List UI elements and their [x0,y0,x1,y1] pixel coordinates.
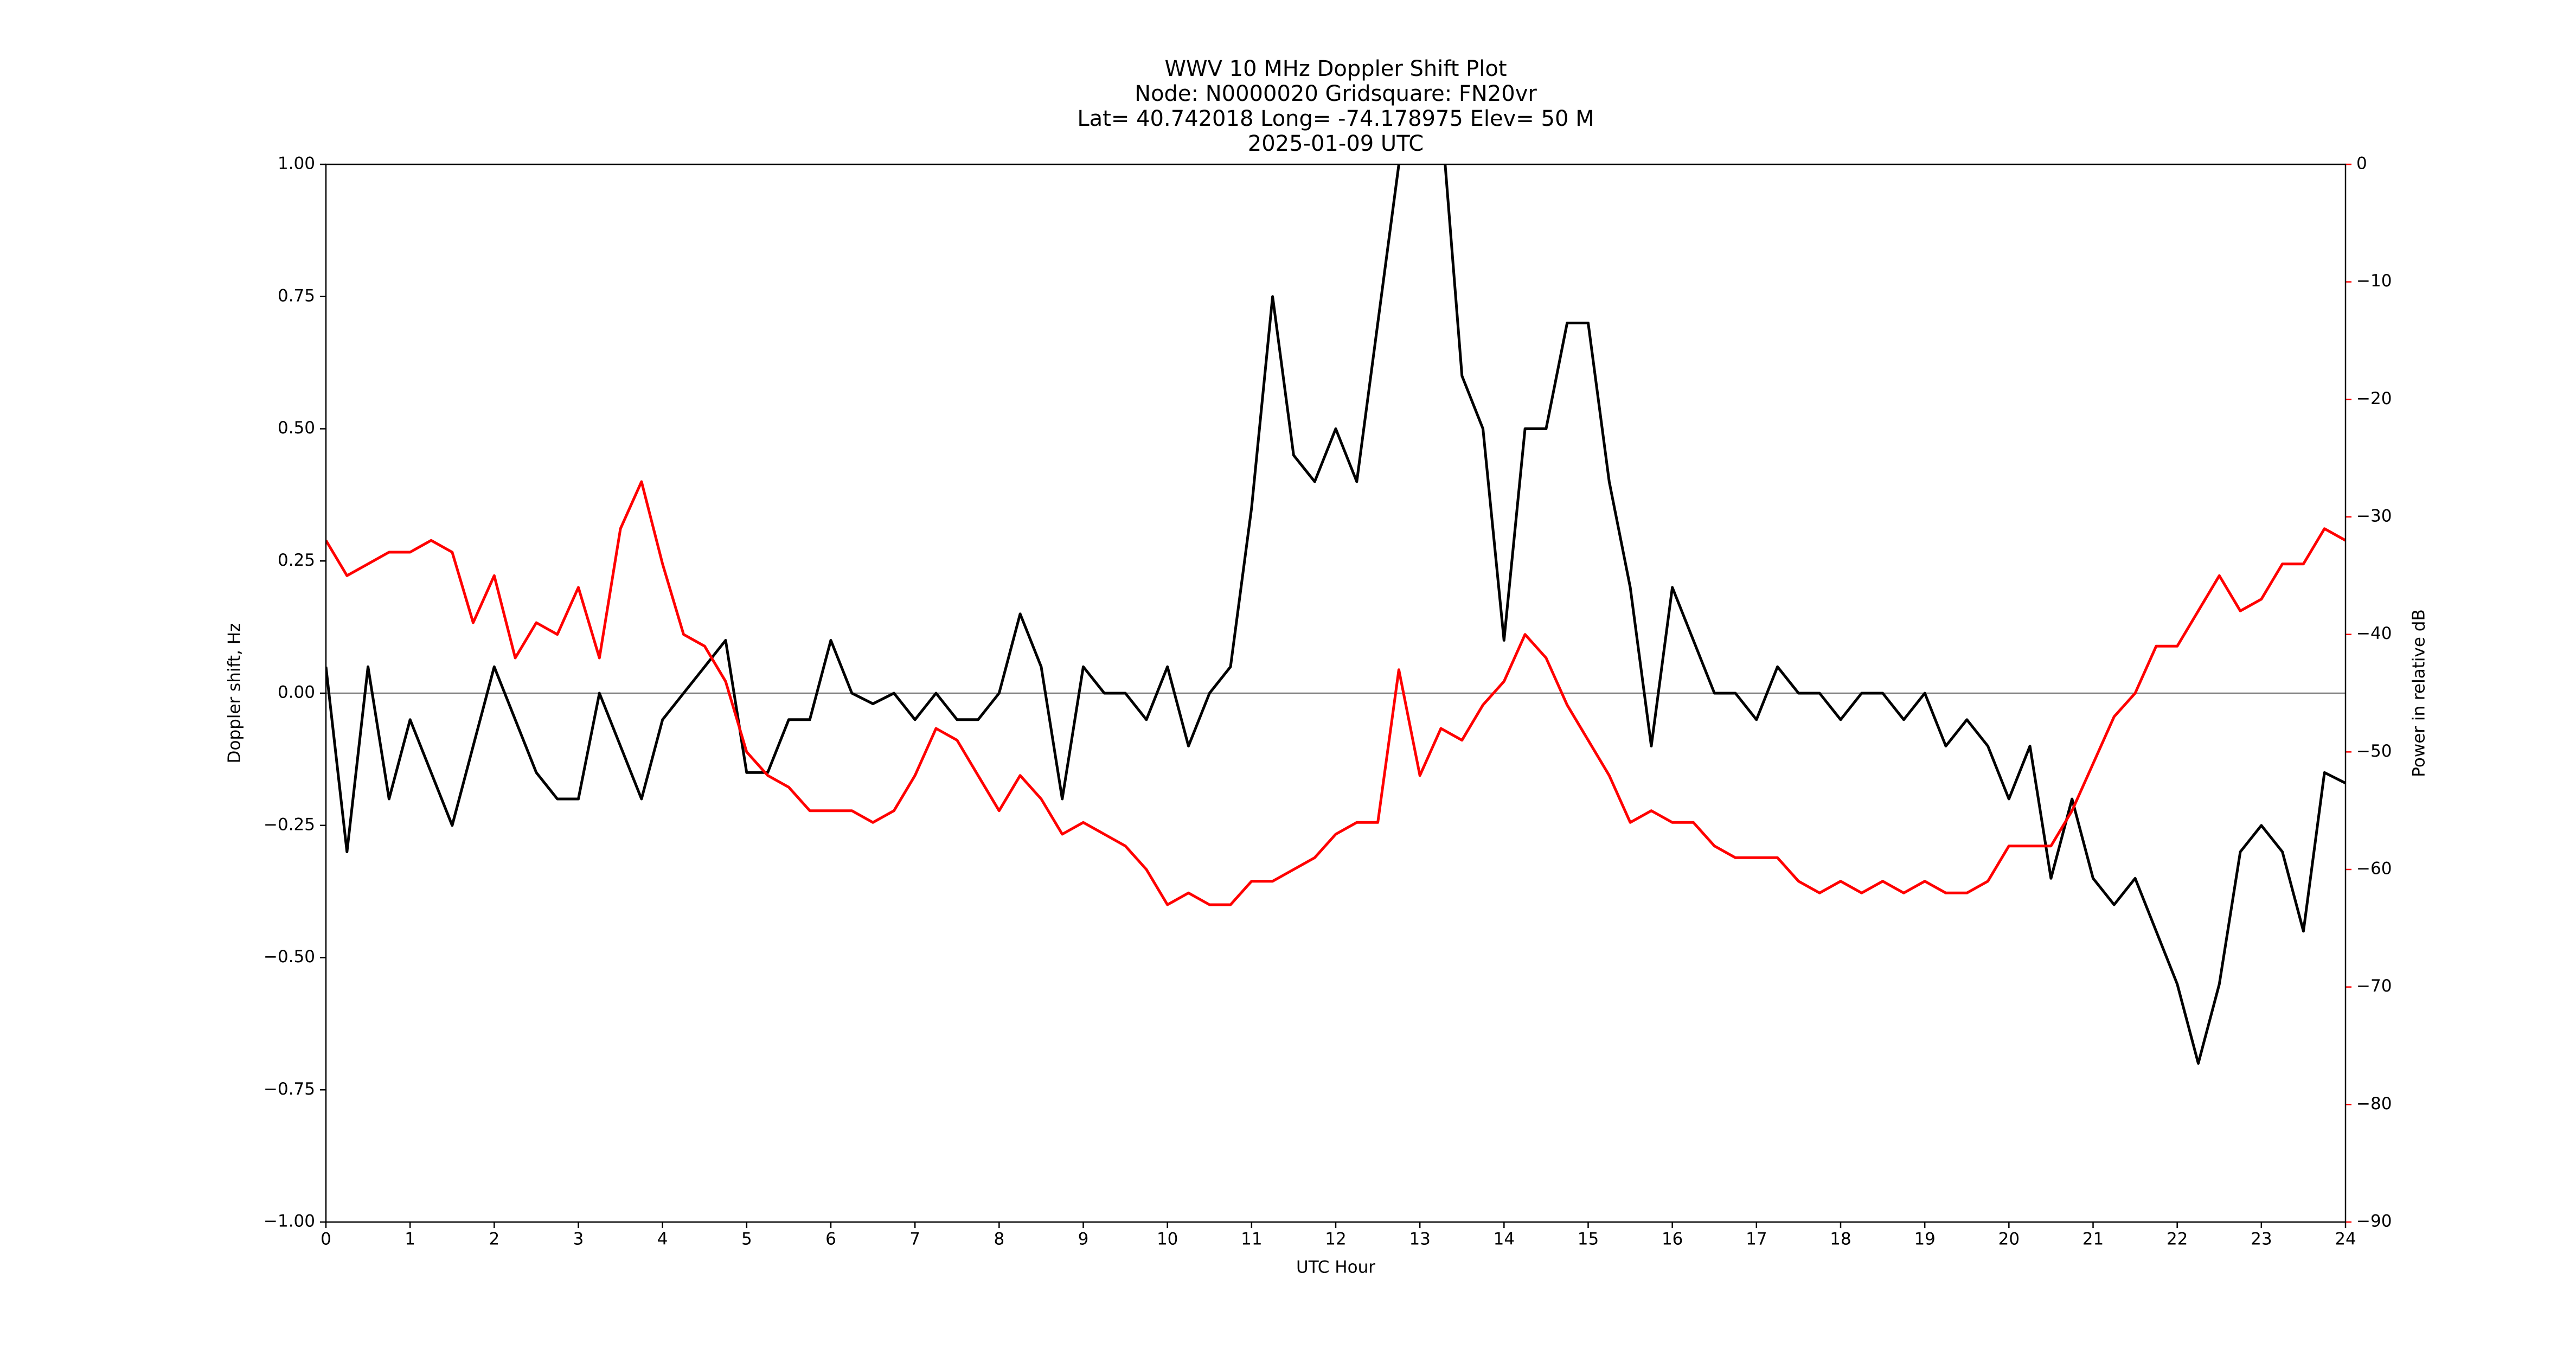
x-tick-label: 19 [1914,1230,1935,1249]
y2-tick-label: −50 [2356,741,2392,761]
y2-tick-label: −40 [2356,624,2392,643]
x-tick-label: 2 [489,1230,499,1249]
y2-tick-label: −10 [2356,271,2392,291]
x-tick-label: 10 [1157,1230,1178,1249]
x-tick-label: 20 [1998,1230,2020,1249]
y-tick-label: 0.75 [278,286,315,305]
x-tick-label: 18 [1830,1230,1851,1249]
y2-tick-label: 0 [2356,154,2367,174]
x-tick-label: 15 [1578,1230,1599,1249]
y-tick-label: 0.50 [278,418,315,438]
x-tick-label: 5 [741,1230,752,1249]
plot-area [326,112,2346,1064]
x-tick-label: 3 [573,1230,584,1249]
x-tick-label: 22 [2167,1230,2188,1249]
x-tick-label: 21 [2082,1230,2104,1249]
x-tick-label: 8 [994,1230,1004,1249]
x-tick-label: 16 [1662,1230,1683,1249]
y-tick-label: 1.00 [278,154,315,174]
y2-axis-label: Power in relative dB [2410,609,2429,777]
x-tick-label: 0 [321,1230,331,1249]
x-tick-label: 9 [1078,1230,1089,1249]
x-tick-label: 23 [2251,1230,2272,1249]
data-line [326,112,2346,1064]
x-tick-label: 12 [1325,1230,1346,1249]
y-tick-label: 0.00 [278,683,315,702]
x-tick-label: 7 [909,1230,920,1249]
chart-subtitle: Lat= 40.742018 Long= -74.178975 Elev= 50… [1077,106,1594,131]
y-axis-label: Doppler shift, Hz [225,623,245,764]
y-tick-label: −1.00 [264,1212,315,1231]
y-tick-label: −0.50 [264,947,315,967]
y2-tick-label: −90 [2356,1212,2392,1231]
x-tick-label: 11 [1241,1230,1262,1249]
y2-tick-label: −80 [2356,1094,2392,1114]
x-tick-label: 4 [657,1230,668,1249]
y-tick-label: 0.25 [278,551,315,570]
x-tick-label: 14 [1494,1230,1515,1249]
y-tick-label: −0.75 [264,1079,315,1099]
y2-tick-label: −70 [2356,976,2392,996]
y2-tick-label: −60 [2356,859,2392,879]
x-tick-label: 13 [1409,1230,1430,1249]
chart-title: WWV 10 MHz Doppler Shift Plot [1164,56,1507,81]
x-tick-label: 6 [825,1230,836,1249]
x-axis-label: UTC Hour [1296,1258,1375,1277]
x-tick-label: 1 [405,1230,415,1249]
y2-tick-label: −20 [2356,389,2392,408]
chart-subtitle: Node: N0000020 Gridsquare: FN20vr [1135,81,1537,106]
x-tick-label: 17 [1746,1230,1767,1249]
x-tick-label: 24 [2335,1230,2356,1249]
y2-tick-label: −30 [2356,507,2392,526]
chart-subtitle: 2025-01-09 UTC [1248,131,1424,156]
y-tick-label: −0.25 [264,815,315,834]
